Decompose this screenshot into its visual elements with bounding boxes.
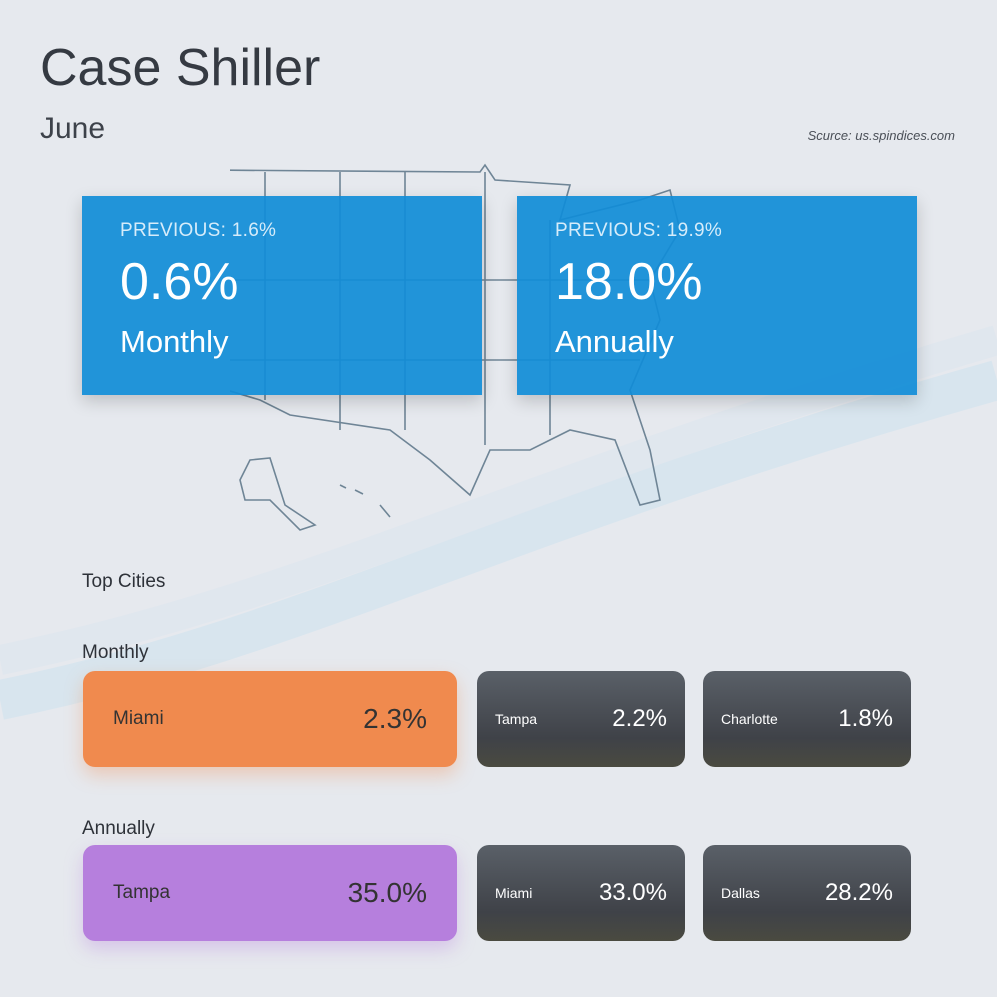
current-value: 18.0% xyxy=(555,253,703,311)
top-cities-heading: Top Cities xyxy=(82,571,166,592)
city-pct: 28.2% xyxy=(824,879,893,906)
city-name: Charlotte xyxy=(721,711,778,727)
annual-stat-card: PREVIOUS: 19.9% 18.0% Annually xyxy=(517,196,917,395)
city-card: Tampa 2.2% xyxy=(477,671,685,767)
city-name: Tampa xyxy=(495,711,538,727)
city-pct: 2.3% xyxy=(363,703,427,734)
city-pct: 2.2% xyxy=(612,705,667,732)
annually-heading: Annually xyxy=(82,818,155,839)
city-name: Tampa xyxy=(113,882,171,903)
previous-value: PREVIOUS: 1.6% xyxy=(120,220,277,241)
city-card-top-monthly: Miami 2.3% xyxy=(83,671,457,767)
city-card-top-annual: Tampa 35.0% xyxy=(83,845,457,941)
stat-label: Monthly xyxy=(120,324,229,359)
source-note: Scurce: us.spindices.com xyxy=(807,128,955,143)
city-name: Dallas xyxy=(721,885,760,901)
city-pct: 35.0% xyxy=(347,877,427,908)
page-title: Case Shiller xyxy=(40,39,321,97)
current-value: 0.6% xyxy=(120,253,239,311)
city-card: Dallas 28.2% xyxy=(703,845,911,941)
city-name: Miami xyxy=(113,708,164,729)
city-card: Miami 33.0% xyxy=(477,845,685,941)
monthly-heading: Monthly xyxy=(82,642,149,663)
stat-label: Annually xyxy=(555,324,674,359)
previous-value: PREVIOUS: 19.9% xyxy=(555,220,723,241)
city-card: Charlotte 1.8% xyxy=(703,671,911,767)
city-name: Miami xyxy=(495,885,533,901)
city-pct: 1.8% xyxy=(838,705,893,732)
city-pct: 33.0% xyxy=(598,879,667,906)
monthly-stat-card: PREVIOUS: 1.6% 0.6% Monthly xyxy=(82,196,482,395)
page-subtitle: June xyxy=(40,112,106,145)
